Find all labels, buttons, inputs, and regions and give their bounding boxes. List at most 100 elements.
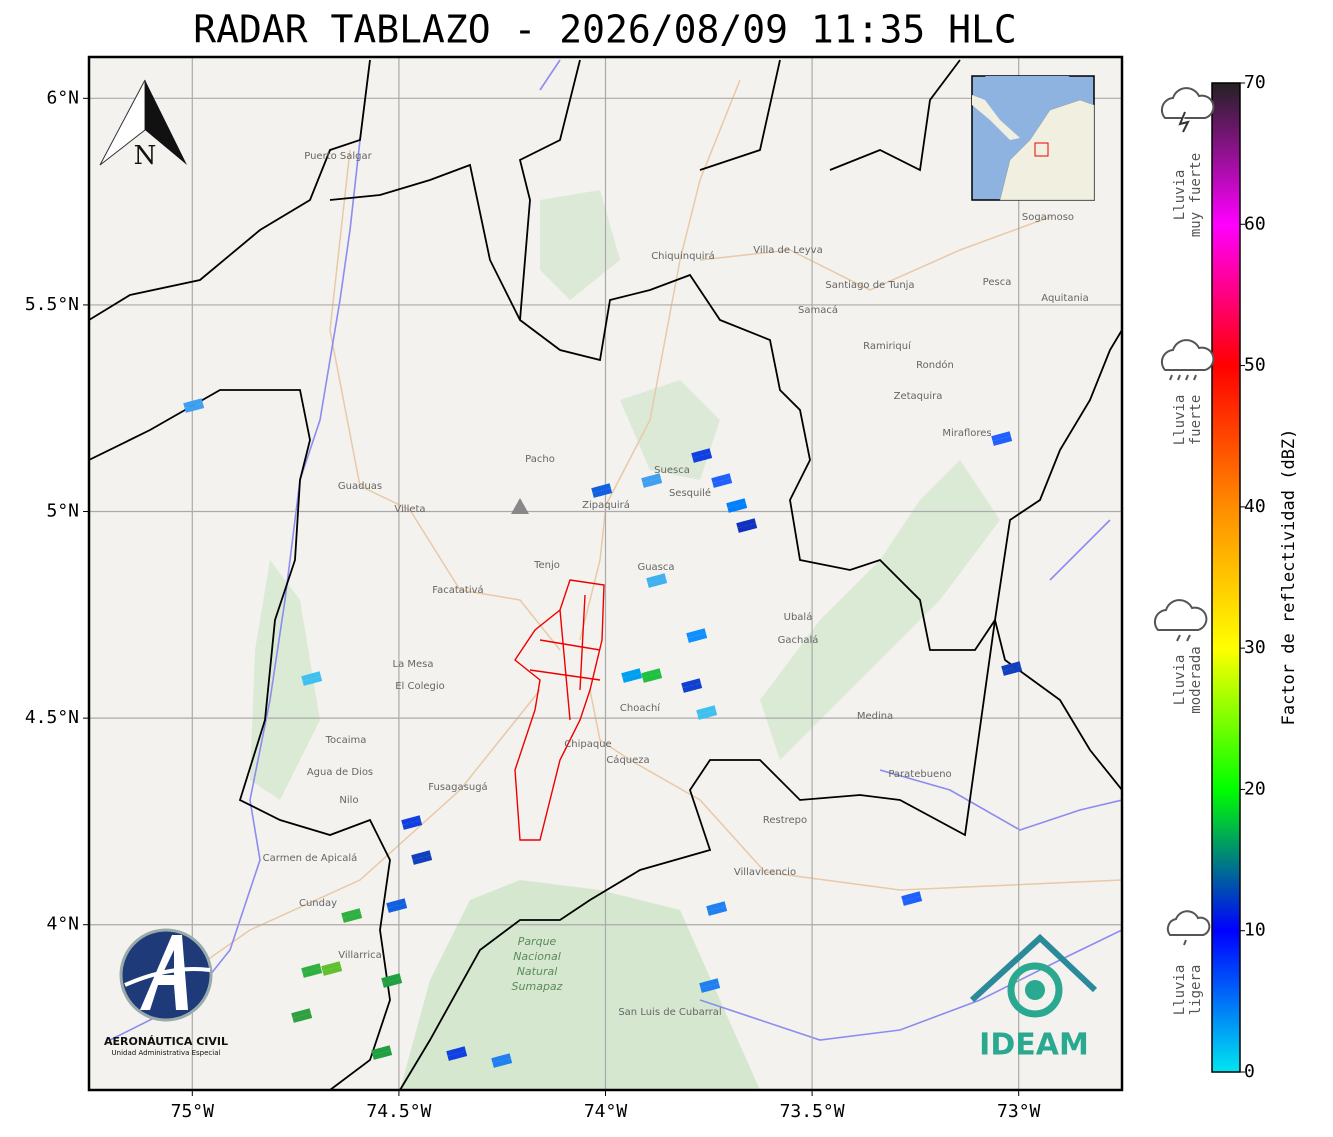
radar-echo [302, 1008, 311, 1015]
radar-echo [682, 686, 691, 693]
colorbar-ticks: 0 10 20 30 40 50 60 70 [1240, 72, 1266, 1082]
park-area [400, 880, 760, 1090]
radar-echo [719, 906, 728, 913]
radar-echo [394, 978, 403, 985]
radar-echo [408, 821, 417, 829]
colorbar-tick-label: 50 [1244, 355, 1266, 376]
radar-echo [705, 979, 714, 987]
radar-echo [699, 981, 708, 989]
radar-echo [377, 1046, 386, 1054]
place-label: Ubalá [784, 611, 813, 623]
y-tick-label: 5°N [46, 501, 79, 522]
y-tick-label: 4°N [46, 914, 79, 935]
radar-echo [709, 710, 718, 717]
place-label: Rondón [916, 359, 954, 371]
forest-area [760, 460, 1000, 760]
radar-echo [292, 1016, 301, 1023]
place-label: Villa de Leyva [753, 245, 822, 256]
ideam-logo: IDEAM [969, 933, 1098, 1063]
radar-echo [407, 816, 416, 824]
place-label: Nilo [339, 795, 358, 806]
colorbar-tick-label: 70 [1244, 72, 1266, 93]
legend-label: Lluvia [1172, 965, 1188, 1016]
radar-echo [737, 498, 746, 505]
radar-echo [341, 911, 350, 919]
radar-echo [422, 850, 431, 857]
map-area: Villavicencio Fusagasugá Zipaquirá Facatati… [89, 57, 1122, 1090]
radar-echo [387, 906, 396, 913]
forest-area [250, 560, 320, 800]
radar-echo [657, 573, 666, 580]
legend-label: moderada [1188, 646, 1204, 713]
radar-echo [453, 1052, 462, 1060]
radar-echo [717, 474, 726, 482]
radar-echo [1014, 666, 1023, 673]
radar-echo [642, 481, 651, 488]
radar-echo [698, 454, 707, 462]
radar-echo [381, 976, 390, 984]
radar-echo [686, 631, 695, 639]
bogota-boundaries [514, 579, 605, 841]
legend-label: Lluvia [1172, 395, 1188, 446]
x-tick-label: 75°W [171, 1101, 215, 1122]
place-label: Pacho [525, 454, 555, 465]
radar-echo [382, 981, 391, 988]
radar-echo [307, 672, 316, 680]
colorbar-tick-label: 0 [1244, 1061, 1255, 1082]
radar-echo [371, 1048, 380, 1056]
radar-echo [692, 678, 701, 685]
radar-echo [1007, 662, 1016, 670]
place-label: Sesquilé [669, 487, 711, 499]
radar-echo [652, 473, 661, 480]
radar-echo [384, 1050, 393, 1057]
place-label: Aquitania [1041, 293, 1088, 304]
place-label: Villarrica [338, 950, 382, 961]
aerocivil-subtext: Unidad Administrativa Especial [112, 1049, 221, 1057]
radar-echo [291, 1011, 300, 1019]
radar-echo [322, 969, 331, 976]
radar-echo [634, 673, 643, 680]
radar-echo [688, 684, 697, 692]
radar-echo [706, 904, 715, 912]
radar-echo [642, 676, 651, 683]
radar-echo [412, 858, 421, 865]
place-label: Agua de Dios [307, 767, 373, 778]
legend-label: ligera [1188, 965, 1204, 1016]
radar-echo [697, 628, 706, 635]
place-label: Suesca [654, 465, 690, 476]
radar-echo [452, 1047, 461, 1055]
radar-echo [706, 984, 715, 992]
roads [149, 79, 1122, 1001]
radar-echo [190, 404, 199, 412]
radar-echo [504, 1058, 513, 1065]
y-tick-label: 5.5°N [25, 294, 79, 315]
radar-echo [699, 633, 708, 640]
radar-echo [378, 1051, 387, 1059]
colorbar-tick-label: 30 [1244, 637, 1266, 658]
park-label: Nacional [513, 950, 561, 963]
place-label: Zipaquirá [582, 499, 630, 511]
place-label: Puerto Salgar [304, 151, 372, 162]
radar-echo [647, 474, 656, 482]
radar-echo [1008, 667, 1017, 675]
radar-echo [722, 473, 731, 480]
radar-echo [194, 398, 203, 405]
radar-echo [724, 478, 733, 485]
radar-echo [687, 636, 696, 643]
radar-echo [592, 491, 601, 498]
radar-echo [342, 916, 351, 923]
place-label: Tenjo [533, 560, 560, 571]
place-label: Guasca [637, 562, 674, 573]
radar-echo [908, 897, 917, 905]
radar-echo [901, 894, 910, 902]
radar-echo [308, 677, 317, 685]
radar-echo [447, 1054, 456, 1061]
radar-echo [628, 674, 637, 682]
forest-area [540, 190, 620, 300]
radar-echo [386, 901, 395, 909]
department-borders [89, 59, 1122, 1090]
radar-echo [652, 574, 661, 582]
radar-echo [604, 488, 613, 495]
radar-echo [697, 713, 706, 720]
